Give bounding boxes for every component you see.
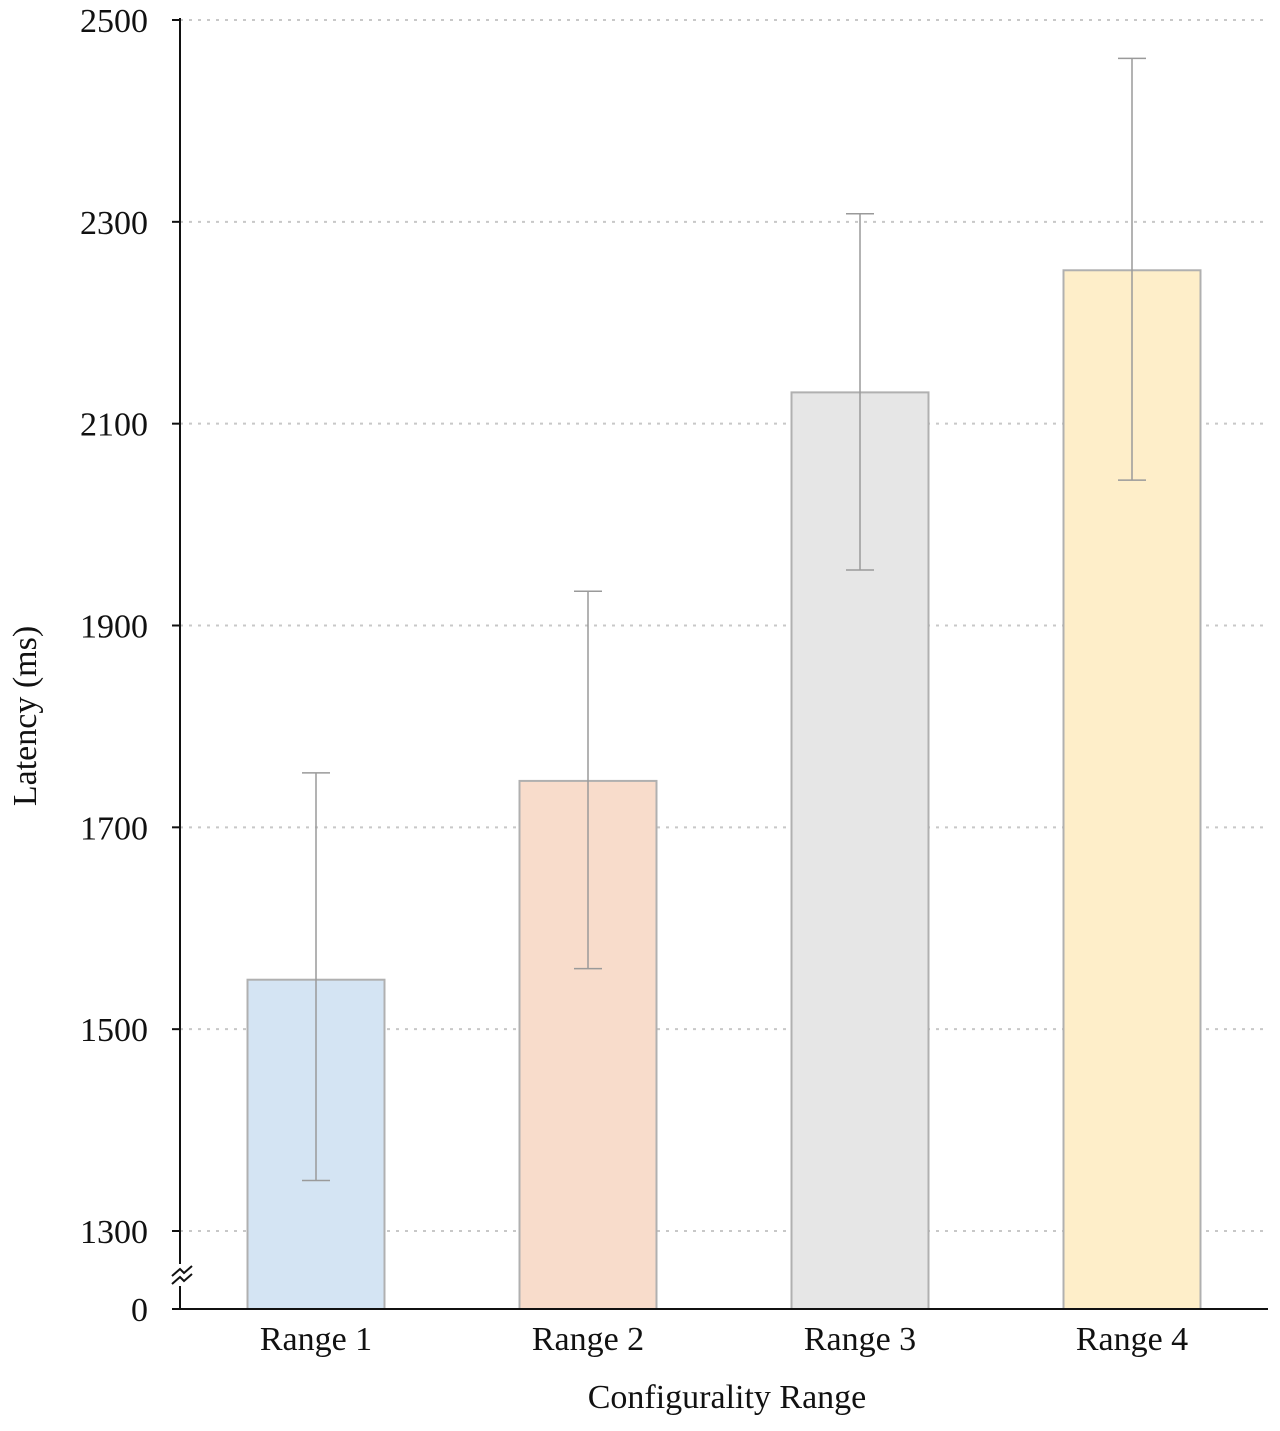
x-tick-labels: Range 1 Range 2 Range 3 Range 4 [260, 1321, 1188, 1358]
x-tick-label-4: Range 4 [1076, 1321, 1188, 1358]
y-tick-label-2300: 2300 [80, 205, 148, 242]
bars [246, 269, 1202, 1311]
y-tick-label-0: 0 [131, 1292, 148, 1329]
y-tick-labels: 0 1300 1500 1700 1900 2100 2300 2500 [80, 3, 180, 1329]
y-axis-title: Latency (ms) [7, 626, 44, 806]
y-tick-label-1700: 1700 [80, 810, 148, 847]
y-tick-label-2500: 2500 [80, 3, 148, 40]
axes [168, 18, 1268, 1310]
x-tick-label-1: Range 1 [260, 1321, 372, 1358]
y-tick-label-1300: 1300 [80, 1214, 148, 1251]
y-tick-label-1900: 1900 [80, 609, 148, 646]
x-tick-label-3: Range 3 [804, 1321, 916, 1358]
y-tick-label-1500: 1500 [80, 1012, 148, 1049]
y-axis-break-icon [168, 1264, 193, 1286]
x-axis-title: Configurality Range [588, 1379, 867, 1416]
y-tick-label-2100: 2100 [80, 407, 148, 444]
error-bars [302, 57, 1146, 1182]
x-tick-label-2: Range 2 [532, 1321, 644, 1358]
